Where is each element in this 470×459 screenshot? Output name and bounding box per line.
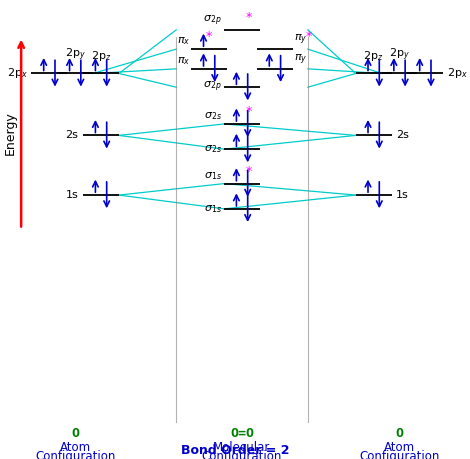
- Text: $\sigma_{2p}$: $\sigma_{2p}$: [203, 80, 222, 95]
- Text: 1s: 1s: [66, 190, 78, 200]
- Text: *: *: [206, 30, 212, 43]
- Text: Molecular: Molecular: [213, 441, 271, 453]
- Text: 2s: 2s: [396, 130, 409, 140]
- Text: 2p$_y$: 2p$_y$: [389, 47, 410, 63]
- Text: 2s: 2s: [66, 130, 78, 140]
- Text: $\sigma_{2s}$: $\sigma_{2s}$: [204, 143, 222, 155]
- Text: *: *: [245, 105, 251, 118]
- Text: O: O: [71, 427, 79, 440]
- Text: $\pi_x$: $\pi_x$: [177, 35, 190, 47]
- Text: *: *: [245, 165, 251, 178]
- Text: 1s: 1s: [396, 190, 409, 200]
- Text: O: O: [395, 427, 404, 440]
- Text: 2p$_x$: 2p$_x$: [7, 67, 28, 80]
- Text: Configuration: Configuration: [35, 450, 116, 459]
- Text: Atom: Atom: [60, 441, 91, 453]
- Text: $\pi_y$: $\pi_y$: [294, 33, 307, 47]
- Text: *: *: [306, 30, 312, 43]
- Text: Energy: Energy: [4, 111, 17, 155]
- Text: 2p$_y$: 2p$_y$: [65, 47, 86, 63]
- Text: $\sigma_{1s}$: $\sigma_{1s}$: [204, 203, 222, 215]
- Text: $\sigma_{2p}$: $\sigma_{2p}$: [203, 14, 222, 28]
- Text: Configuration: Configuration: [202, 450, 282, 459]
- Text: 2p$_z$: 2p$_z$: [363, 49, 384, 63]
- Text: $\pi_y$: $\pi_y$: [294, 53, 307, 67]
- Text: 2p$_x$: 2p$_x$: [447, 67, 468, 80]
- Text: O=O: O=O: [230, 427, 254, 440]
- Text: Atom: Atom: [384, 441, 415, 453]
- Text: 2p$_z$: 2p$_z$: [91, 49, 111, 63]
- Text: $\sigma_{1s}$: $\sigma_{1s}$: [204, 170, 222, 182]
- Text: Bond Order = 2: Bond Order = 2: [181, 444, 289, 457]
- Text: Configuration: Configuration: [359, 450, 440, 459]
- Text: $\sigma_{2s}$: $\sigma_{2s}$: [204, 110, 222, 122]
- Text: *: *: [245, 11, 251, 24]
- Text: $\pi_x$: $\pi_x$: [177, 55, 190, 67]
